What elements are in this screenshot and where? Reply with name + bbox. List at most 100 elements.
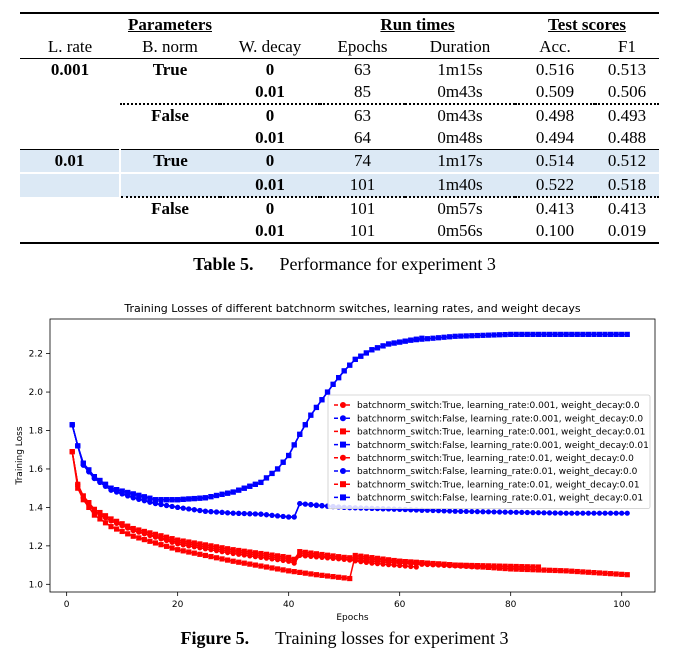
data-point (596, 570, 603, 576)
data-point (574, 510, 580, 516)
table-group-header-row: Parameters Run times Test scores (20, 13, 659, 36)
x-axis-label: Epochs (336, 613, 369, 623)
data-point (474, 332, 480, 339)
data-point (352, 356, 358, 362)
data-point (169, 503, 175, 510)
y-tick-label: 1.0 (29, 580, 44, 590)
data-point (230, 489, 236, 495)
table-cell-f1: 0.019 (607, 221, 647, 240)
data-point (186, 539, 192, 545)
data-point (136, 529, 142, 535)
data-point (397, 339, 403, 345)
legend-marker (340, 494, 346, 501)
data-point (463, 333, 469, 339)
data-point (274, 553, 281, 559)
data-point (230, 558, 236, 564)
data-point (169, 497, 175, 503)
data-point (274, 466, 281, 472)
legend-entry: batchnorm_switch:True, learning_rate:0.0… (357, 401, 640, 411)
data-point (119, 528, 125, 535)
table-cell-acc: 0.100 (535, 221, 575, 240)
data-point (230, 550, 236, 557)
data-point (552, 510, 558, 516)
table-cell-epochs: 74 (320, 149, 405, 174)
series-6 (69, 449, 630, 582)
data-point (241, 560, 247, 566)
data-point (280, 557, 286, 564)
table-caption-text: Performance for experiment 3 (279, 254, 496, 274)
data-point (419, 336, 425, 342)
table-cell-f1: 0.413 (595, 196, 659, 220)
data-point (574, 331, 580, 337)
data-point (402, 559, 408, 565)
table-cell-lr (20, 173, 121, 197)
data-point (114, 520, 120, 526)
data-point (424, 560, 431, 566)
data-point (369, 555, 375, 561)
group-header-label: Parameters (127, 15, 212, 34)
data-point (280, 513, 286, 520)
data-point (125, 531, 131, 537)
data-point (219, 549, 225, 555)
data-point (291, 556, 297, 562)
table-cell-bn (120, 220, 220, 243)
data-point (336, 574, 342, 580)
data-point (424, 336, 431, 342)
column-header: L. rate (47, 37, 93, 56)
table-cell-acc: 0.494 (535, 128, 575, 147)
data-point (219, 509, 225, 516)
data-point (480, 509, 486, 515)
data-point (230, 510, 236, 516)
data-point (574, 568, 580, 575)
data-point (613, 510, 619, 516)
y-tick-label: 2.2 (29, 350, 43, 360)
table-cell-acc: 0.516 (535, 60, 575, 79)
data-point (619, 571, 625, 577)
data-point (236, 510, 242, 516)
data-point (580, 510, 586, 516)
data-point (297, 431, 303, 437)
data-point (297, 500, 303, 507)
table-cell-duration: 0m57s (405, 196, 515, 220)
data-point (563, 568, 569, 574)
data-point (607, 510, 614, 516)
data-point (180, 496, 186, 502)
data-point (447, 562, 453, 568)
data-point (141, 537, 147, 543)
data-point (213, 544, 220, 550)
y-tick-label: 2.0 (29, 388, 44, 398)
table-cell-duration: 0m48s (437, 128, 483, 147)
data-point (202, 546, 209, 552)
data-point (274, 513, 281, 519)
table-cell-epochs: 63 (354, 60, 371, 79)
data-point (69, 449, 75, 455)
data-point (496, 332, 503, 338)
table-cell-bn: True (152, 60, 188, 79)
x-tick-label: 80 (505, 600, 517, 610)
data-point (102, 481, 109, 487)
data-point (558, 568, 564, 574)
data-point (130, 533, 136, 539)
data-point (141, 531, 147, 537)
data-point (147, 495, 153, 501)
table-cell-wd: 0 (265, 60, 275, 79)
data-point (358, 557, 364, 564)
data-point (219, 491, 225, 497)
table-cell-bn (120, 172, 220, 197)
data-point (596, 510, 603, 516)
table-row: 0.01 101 1m40s 0.522 0.518 (20, 172, 659, 197)
data-point (230, 547, 236, 553)
data-point (313, 572, 320, 578)
column-header: Acc. (539, 37, 571, 56)
data-point (519, 509, 525, 516)
data-point (247, 511, 253, 517)
data-point (458, 333, 464, 339)
data-point (258, 554, 264, 560)
data-point (569, 510, 575, 516)
data-point (258, 511, 264, 517)
data-point (169, 539, 175, 545)
data-point (624, 331, 630, 337)
data-point (297, 552, 303, 559)
data-point (152, 534, 159, 540)
data-point (202, 552, 209, 559)
